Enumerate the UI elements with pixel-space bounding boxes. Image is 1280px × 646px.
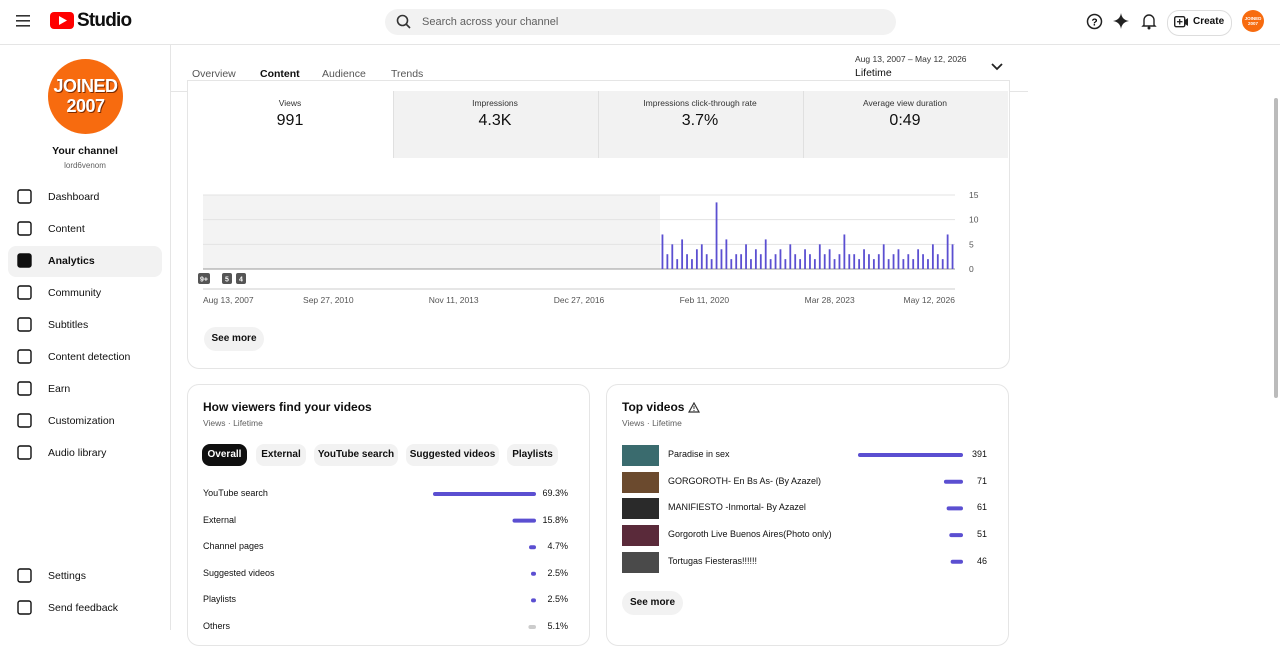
top-videos-subtitle: Views · Lifetime (622, 418, 682, 428)
metric-label: Average view duration (863, 98, 947, 108)
video-thumbnail[interactable] (622, 551, 659, 573)
nav-item[interactable]: Customization (48, 415, 115, 427)
avatar-line: JOINED (1244, 16, 1262, 21)
filter-chip[interactable]: Overall (202, 444, 247, 466)
video-title[interactable]: Gorgoroth Live Buenos Aires(Photo only) (668, 529, 832, 540)
metric-cell[interactable] (393, 91, 598, 158)
warning-icon (688, 402, 700, 413)
metric-value: 0:49 (889, 112, 921, 129)
metric-label: Impressions click-through rate (643, 98, 757, 108)
tab[interactable]: Trends (391, 68, 424, 80)
metric-cell[interactable] (598, 91, 803, 158)
video-views: 51 (976, 529, 987, 540)
menu-icon[interactable] (16, 14, 32, 28)
traffic-percent: 2.5% (547, 594, 568, 605)
top-videos-title: Top videos (622, 400, 685, 414)
logo-text[interactable]: Studio (77, 10, 132, 31)
help-icon[interactable]: ? (1086, 13, 1104, 31)
traffic-percent: 5.1% (547, 621, 568, 631)
traffic-source: Channel pages (203, 541, 264, 552)
filter-chip[interactable]: YouTube search (314, 444, 398, 466)
tab[interactable]: Content (260, 68, 300, 80)
metric-cell[interactable] (803, 91, 1008, 158)
dropdown-icon[interactable] (991, 62, 1003, 72)
channel-avatar[interactable]: JOINED 2007 (48, 59, 123, 134)
video-thumbnail[interactable] (622, 525, 659, 547)
create-button[interactable] (1167, 10, 1232, 36)
nav-item[interactable]: Community (48, 287, 102, 299)
video-views: 71 (976, 475, 987, 486)
traffic-source: Others (203, 621, 231, 631)
video-thumbnail[interactable] (622, 471, 659, 493)
traffic-percent: 69.3% (542, 488, 568, 498)
nav-item[interactable]: Send feedback (48, 602, 119, 614)
date-range: Aug 13, 2007 – May 12, 2026 (855, 54, 967, 64)
avatar-line: 2007 (66, 96, 105, 116)
search-placeholder: Search across your channel (422, 16, 559, 28)
metric-value: 991 (276, 112, 304, 129)
see-more-button[interactable]: See more (622, 591, 683, 615)
video-title[interactable]: Tortugas Fiesteras!!!!!! (668, 555, 758, 566)
video-title[interactable]: Paradise in sex (668, 449, 730, 459)
traffic-card (187, 384, 590, 646)
tab[interactable]: Overview (192, 68, 236, 80)
video-thumbnail[interactable] (622, 498, 659, 520)
create-icon (1174, 16, 1188, 28)
channel-handle: lord6venom (64, 161, 106, 170)
logo-icon (50, 12, 74, 29)
traffic-subtitle: Views · Lifetime (203, 418, 263, 428)
nav-item[interactable]: Subtitles (48, 319, 89, 331)
traffic-source: Playlists (203, 594, 237, 605)
nav-item[interactable]: Audio library (48, 447, 107, 459)
account-avatar[interactable]: JOINED 2007 (1242, 10, 1264, 32)
svg-text:?: ? (1091, 18, 1097, 29)
video-views: 391 (971, 449, 987, 459)
channel-title: Your channel (52, 145, 118, 157)
metric-label: Views (278, 98, 302, 108)
tab[interactable]: Audience (322, 68, 366, 80)
nav-item[interactable]: Content (48, 223, 85, 235)
metric-label: Impressions (472, 98, 518, 108)
see-more-button[interactable]: See more (204, 327, 264, 351)
header (0, 0, 1280, 45)
filter-chip[interactable]: Suggested videos (406, 444, 499, 466)
avatar-line: 2007 (1247, 21, 1258, 26)
video-title[interactable]: MANIFIESTO -Inmortal- By Azazel (668, 502, 806, 513)
sparkle-icon[interactable] (1113, 13, 1129, 29)
video-views: 46 (976, 555, 987, 566)
metric-value: 3.7% (681, 112, 719, 129)
scrollbar[interactable] (1274, 98, 1278, 398)
sidebar (0, 45, 171, 630)
create-label: Create (1193, 16, 1225, 27)
nav-item[interactable]: Settings (48, 570, 86, 582)
filter-chip[interactable]: External (256, 444, 306, 466)
traffic-title: How viewers find your videos (203, 400, 372, 414)
traffic-source: External (203, 514, 237, 525)
traffic-percent: 2.5% (547, 567, 568, 578)
traffic-source: YouTube search (203, 488, 268, 498)
nav-active-bg (8, 246, 162, 277)
metric-value: 4.3K (478, 112, 512, 129)
date-label[interactable]: Lifetime (855, 67, 892, 79)
search-box[interactable] (385, 9, 896, 35)
traffic-source: Suggested videos (203, 567, 275, 578)
bell-icon[interactable] (1141, 13, 1157, 30)
traffic-percent: 4.7% (547, 541, 568, 552)
traffic-percent: 15.8% (542, 514, 568, 525)
nav-item[interactable]: Dashboard (48, 191, 100, 203)
nav-item[interactable]: Analytics (48, 255, 95, 267)
avatar-line: JOINED (53, 76, 118, 96)
metric-cell[interactable] (188, 91, 392, 158)
video-title[interactable]: GORGOROTH- En Bs As- (By Azazel) (668, 475, 822, 486)
filter-chip[interactable]: Playlists (507, 444, 558, 466)
nav-item[interactable]: Earn (48, 383, 71, 395)
nav-item[interactable]: Content detection (48, 351, 131, 363)
search-icon (396, 14, 411, 29)
video-views: 61 (976, 502, 987, 513)
video-thumbnail[interactable] (622, 445, 659, 466)
